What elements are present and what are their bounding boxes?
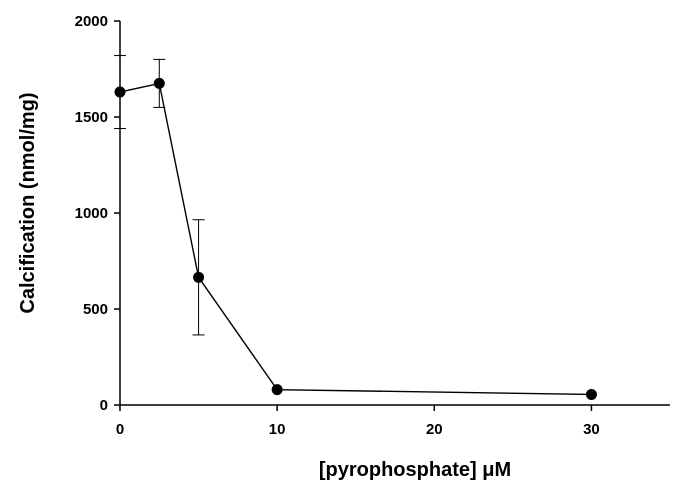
y-tick-label: 500 [83, 301, 108, 318]
data-point [585, 388, 597, 400]
plot-area: 0 500 1000 1500 2000 0 10 20 30 [75, 13, 670, 438]
y-tick-label: 1500 [75, 109, 108, 126]
y-tick-label: 2000 [75, 13, 108, 30]
x-axis-title: [pyrophosphate] μM [319, 459, 511, 481]
x-tick-label: 0 [116, 421, 124, 438]
x-tick-label: 10 [269, 421, 286, 438]
x-tick-label: 30 [583, 421, 600, 438]
y-tick-label: 1000 [75, 205, 108, 222]
series-layer [114, 55, 597, 400]
y-axis-title: Calcification (nmol/mg) [17, 92, 39, 313]
x-tick-label: 20 [426, 421, 443, 438]
data-point [271, 384, 283, 396]
y-tick-label: 0 [100, 397, 108, 414]
data-point [193, 271, 205, 283]
y-ticks: 0 500 1000 1500 2000 [75, 13, 120, 414]
x-ticks: 0 10 20 30 [116, 405, 600, 438]
data-point [114, 86, 126, 98]
series-line [119, 82, 592, 396]
data-point [153, 77, 165, 89]
